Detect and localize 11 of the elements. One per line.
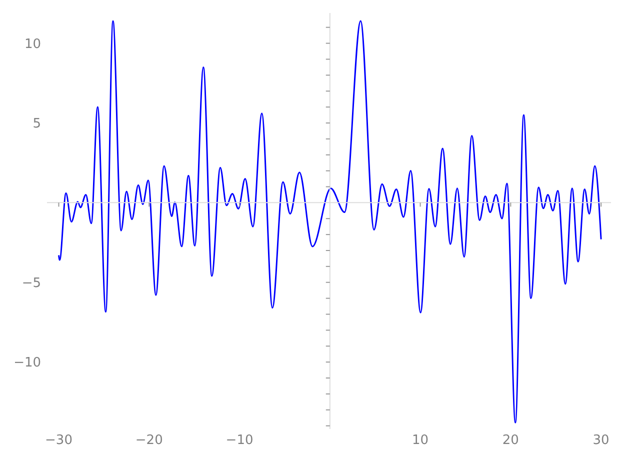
line-series [58, 20, 602, 424]
y-tick-label: −5 [22, 276, 41, 291]
x-tick-label: −30 [45, 433, 72, 448]
x-tick-label: 30 [592, 433, 610, 448]
x-tick-label: −20 [135, 433, 163, 448]
y-tick-label: 10 [24, 36, 41, 52]
x-tick-label: 10 [412, 433, 429, 448]
x-tick-label: −10 [226, 433, 254, 448]
x-tick-label: 20 [502, 433, 519, 448]
y-tick-label: 5 [32, 116, 41, 132]
y-tick-label: −10 [14, 356, 41, 371]
